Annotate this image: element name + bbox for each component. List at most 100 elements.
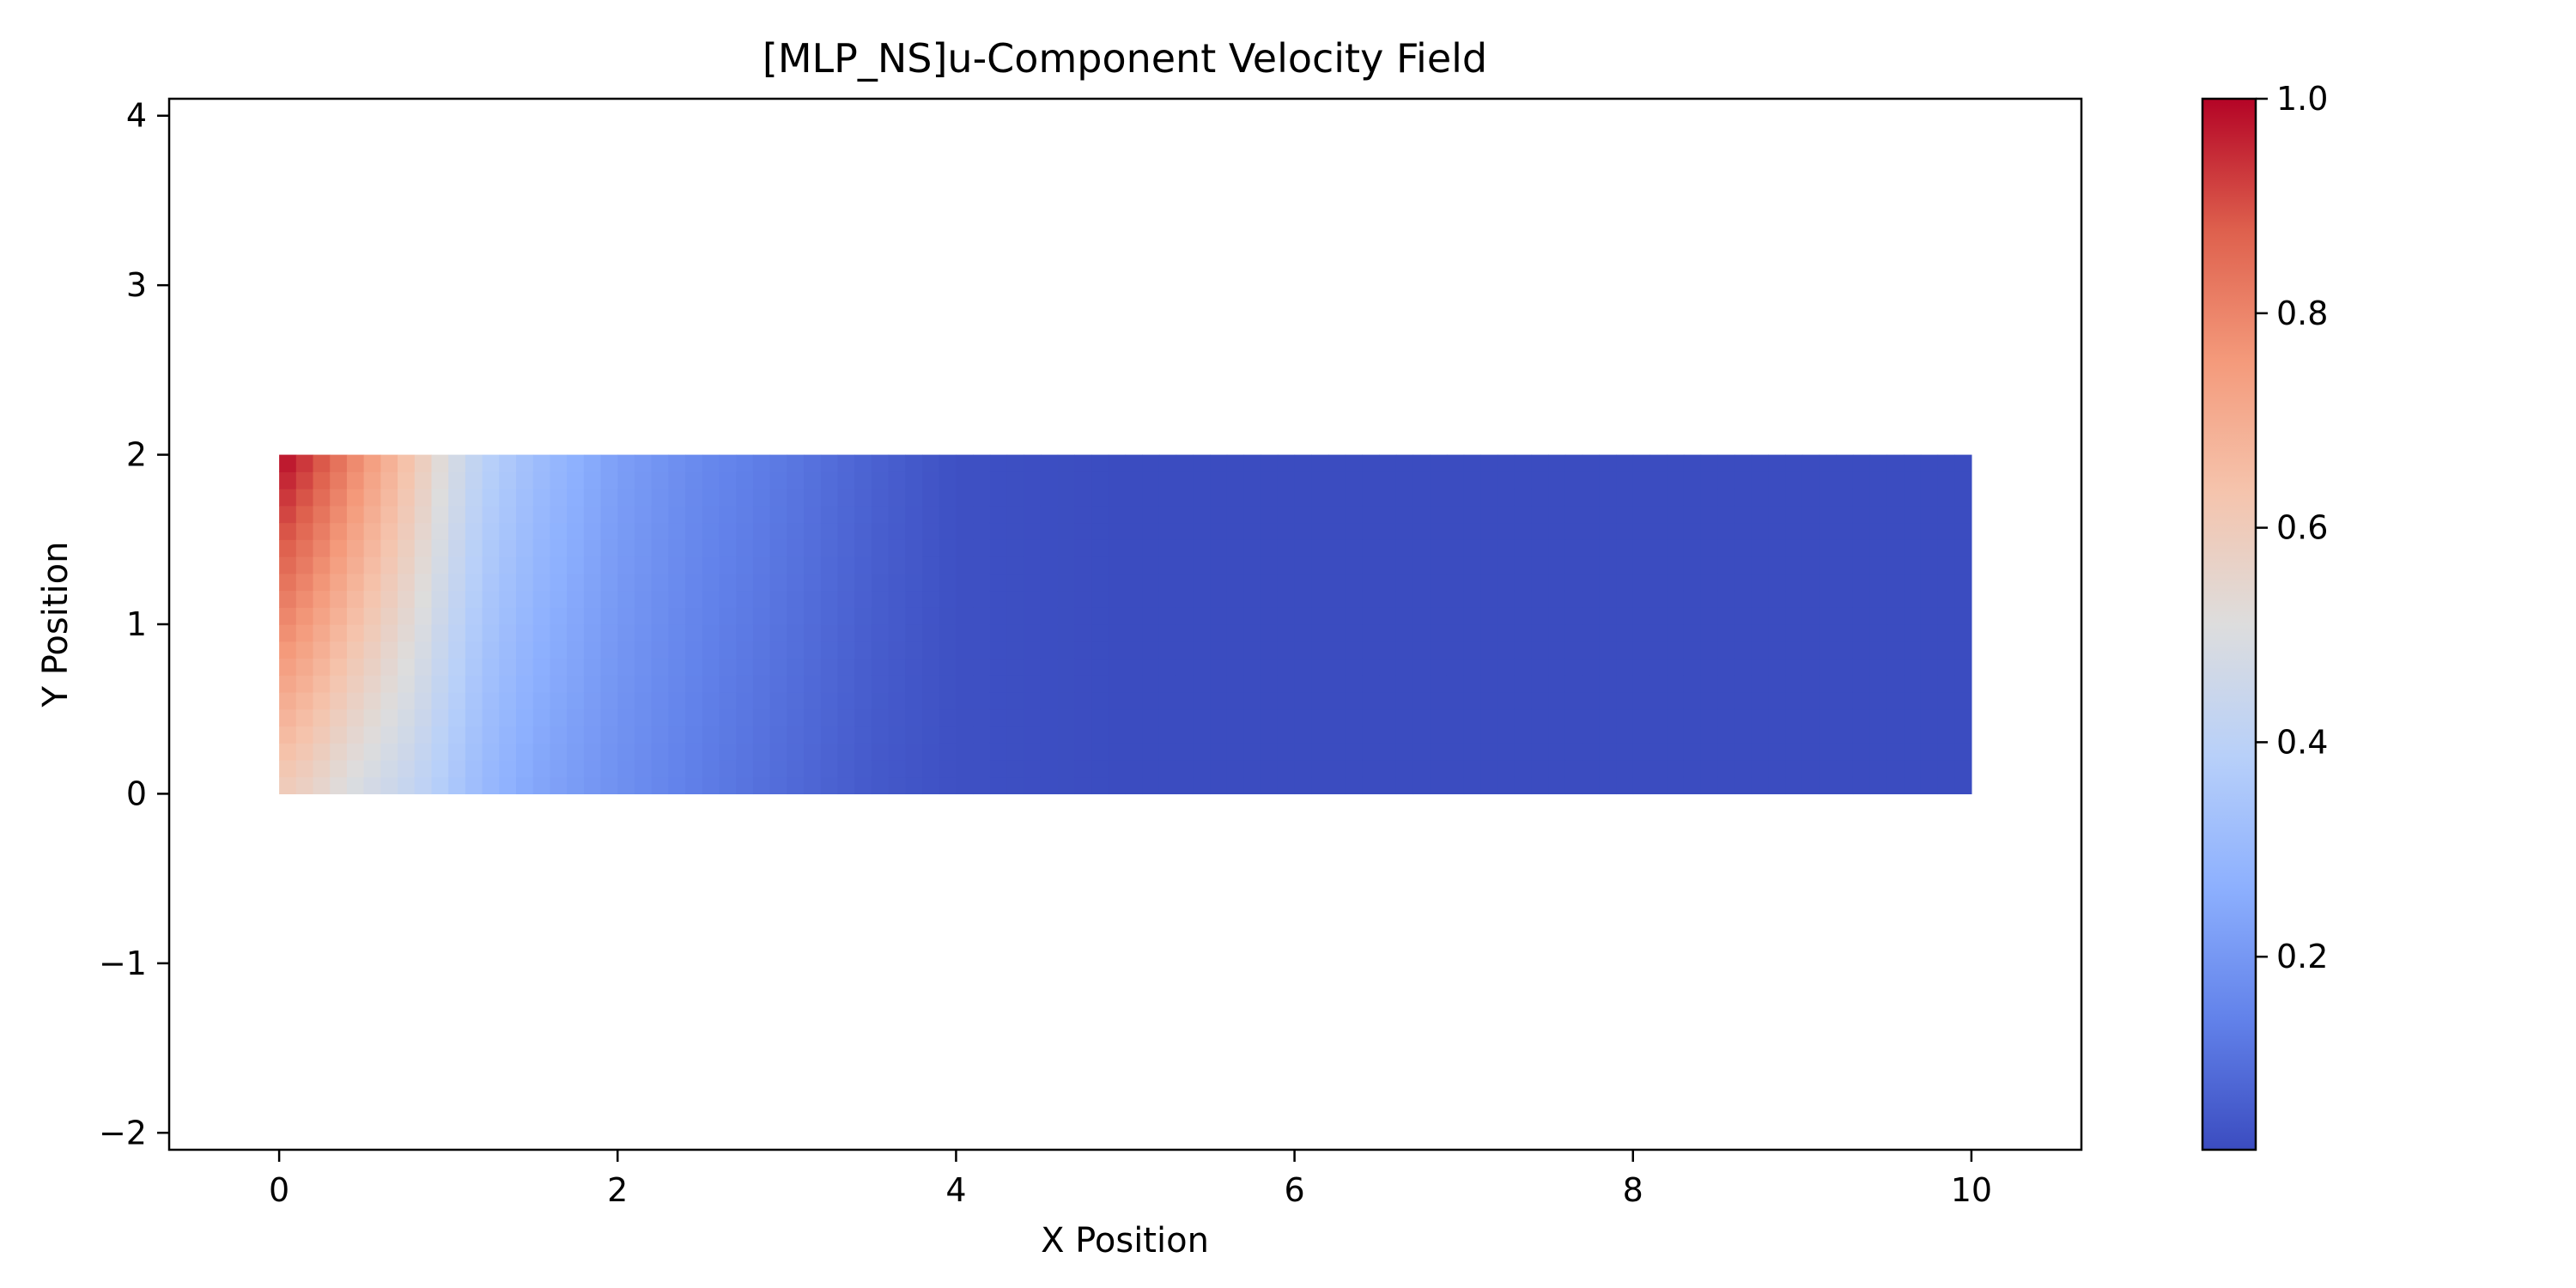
heatmap-cell xyxy=(1006,759,1024,778)
heatmap-cell xyxy=(346,776,365,795)
heatmap-cell xyxy=(1379,539,1397,557)
heatmap-cell xyxy=(499,607,517,625)
heatmap-cell xyxy=(532,675,551,693)
heatmap-cell xyxy=(1616,658,1634,676)
heatmap-cell xyxy=(1514,675,1533,693)
heatmap-cell xyxy=(1142,675,1160,693)
heatmap-cell xyxy=(702,556,720,574)
heatmap-cell xyxy=(1395,759,1414,778)
heatmap-cell xyxy=(499,708,517,727)
heatmap-cell xyxy=(1548,743,1566,761)
heatmap-cell xyxy=(1599,489,1617,507)
heatmap-cell xyxy=(1548,658,1566,676)
heatmap-cell xyxy=(956,708,974,727)
heatmap-cell xyxy=(1277,573,1296,592)
heatmap-cell xyxy=(1210,454,1228,472)
heatmap-cell xyxy=(939,522,957,540)
heatmap-cell xyxy=(1294,556,1312,574)
heatmap-cell xyxy=(617,539,635,557)
heatmap-cell xyxy=(1632,658,1651,676)
heatmap-cell xyxy=(1667,590,1685,608)
heatmap-cell xyxy=(1463,489,1481,507)
heatmap-cell xyxy=(482,505,500,524)
heatmap-cell xyxy=(1091,489,1109,507)
heatmap-cell xyxy=(787,776,805,795)
heatmap-cell xyxy=(1328,641,1346,659)
heatmap-cell xyxy=(398,573,416,592)
heatmap-cell xyxy=(617,776,635,795)
heatmap-cell xyxy=(1920,489,1939,507)
heatmap-cell xyxy=(1158,522,1177,540)
heatmap-cell xyxy=(736,471,754,489)
heatmap-cell xyxy=(1345,489,1364,507)
heatmap-cell xyxy=(871,607,890,625)
heatmap-cell xyxy=(1819,658,1837,676)
heatmap-cell xyxy=(1210,607,1228,625)
heatmap-cell xyxy=(1277,726,1296,744)
heatmap-cell xyxy=(719,624,737,642)
heatmap-cell xyxy=(583,658,602,676)
heatmap-cell xyxy=(1498,556,1516,574)
heatmap-cell xyxy=(1379,505,1397,524)
heatmap-cell xyxy=(1531,776,1549,795)
heatmap-cell xyxy=(346,691,365,710)
heatmap-cell xyxy=(1311,471,1329,489)
heatmap-cell xyxy=(871,590,890,608)
heatmap-cell xyxy=(1125,522,1143,540)
heatmap-cell xyxy=(1886,624,1905,642)
heatmap-cell xyxy=(1345,708,1364,727)
heatmap-cell xyxy=(1599,556,1617,574)
heatmap-cell xyxy=(295,489,314,507)
heatmap-cell xyxy=(1463,607,1481,625)
heatmap-cell xyxy=(1649,522,1668,540)
heatmap-cell xyxy=(668,624,686,642)
heatmap-cell xyxy=(1362,522,1380,540)
heatmap-cell xyxy=(617,708,635,727)
heatmap-cell xyxy=(380,708,398,727)
y-axis-label: Y Position xyxy=(36,542,76,708)
heatmap-cell xyxy=(1158,658,1177,676)
heatmap-cell xyxy=(1836,624,1854,642)
heatmap-cell xyxy=(1395,539,1414,557)
heatmap-cell xyxy=(1463,471,1481,489)
heatmap-cell xyxy=(1193,658,1211,676)
heatmap-cell xyxy=(1785,708,1803,727)
heatmap-cell xyxy=(1531,471,1549,489)
heatmap-cell xyxy=(956,590,974,608)
heatmap-cell xyxy=(1125,726,1143,744)
heatmap-cell xyxy=(482,691,500,710)
heatmap-cell xyxy=(1717,691,1735,710)
heatmap-cell xyxy=(1954,556,1972,574)
heatmap-cell xyxy=(1514,539,1533,557)
heatmap-cell xyxy=(1091,522,1109,540)
heatmap-cell xyxy=(532,658,551,676)
heatmap-cell xyxy=(905,573,923,592)
heatmap-cell xyxy=(1176,691,1194,710)
heatmap-cell xyxy=(888,522,906,540)
heatmap-cell xyxy=(719,658,737,676)
heatmap-cell xyxy=(1632,691,1651,710)
heatmap-cell xyxy=(1498,539,1516,557)
heatmap-cell xyxy=(769,776,787,795)
heatmap-field xyxy=(279,454,1972,795)
heatmap-cell xyxy=(583,726,602,744)
heatmap-cell xyxy=(651,726,669,744)
heatmap-cell xyxy=(1463,759,1481,778)
heatmap-cell xyxy=(1210,590,1228,608)
heatmap-cell xyxy=(820,658,839,676)
heatmap-cell xyxy=(1125,573,1143,592)
heatmap-cell xyxy=(617,471,635,489)
heatmap-cell xyxy=(1836,590,1854,608)
heatmap-cell xyxy=(1345,454,1364,472)
heatmap-cell xyxy=(1700,743,1718,761)
heatmap-cell xyxy=(820,573,839,592)
heatmap-cell xyxy=(1345,675,1364,693)
heatmap-cell xyxy=(922,691,940,710)
heatmap-cell xyxy=(1632,726,1651,744)
heatmap-cell xyxy=(736,505,754,524)
heatmap-cell xyxy=(1261,708,1279,727)
heatmap-cell xyxy=(1667,556,1685,574)
heatmap-cell xyxy=(1345,607,1364,625)
heatmap-cell xyxy=(600,539,618,557)
heatmap-cell xyxy=(854,489,872,507)
